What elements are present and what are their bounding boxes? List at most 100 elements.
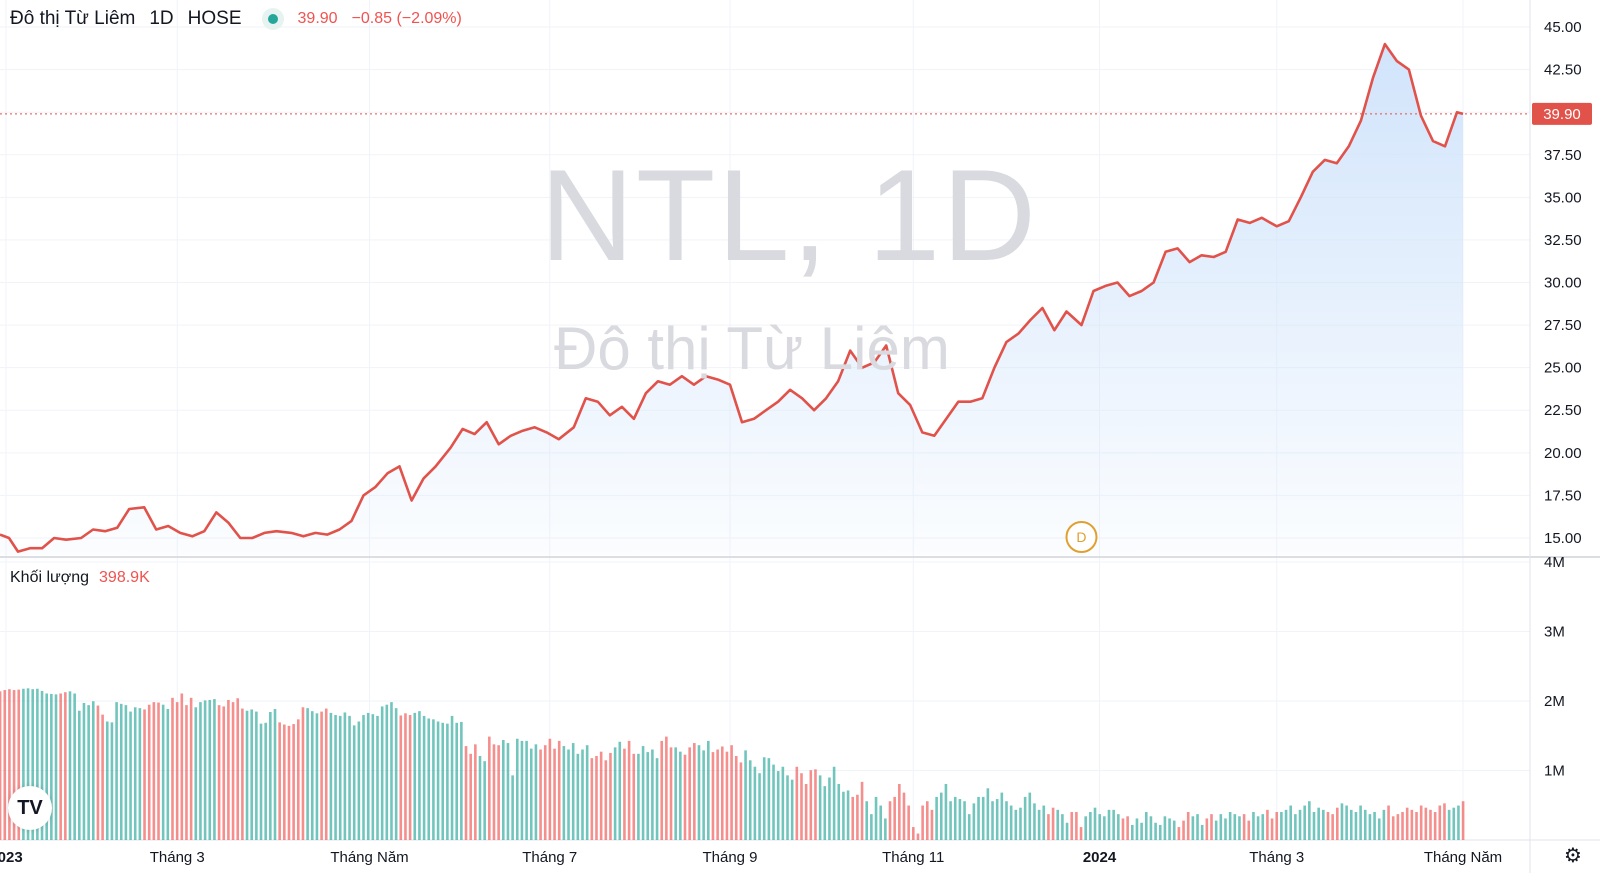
volume-tick-label: 4M xyxy=(1544,554,1565,571)
volume-bar xyxy=(790,779,794,840)
market-status-icon[interactable] xyxy=(261,8,284,30)
symbol-name[interactable]: Đô thị Từ Liêm xyxy=(10,8,136,29)
volume-bar xyxy=(147,704,151,840)
volume-bar xyxy=(627,740,631,840)
volume-bar xyxy=(683,754,687,840)
volume-bar xyxy=(213,699,216,840)
volume-bar xyxy=(245,710,249,840)
volume-bar xyxy=(1354,811,1358,840)
volume-bar xyxy=(981,796,985,840)
volume-bar xyxy=(54,694,58,840)
time-tick-label: 2023 xyxy=(0,849,23,866)
exchange-label[interactable]: HOSE xyxy=(187,8,242,29)
volume-bar xyxy=(581,749,584,840)
volume-bar xyxy=(87,705,90,840)
volume-bar xyxy=(1005,801,1008,840)
volume-bar xyxy=(64,692,67,840)
volume-bar xyxy=(296,719,300,840)
volume-bar xyxy=(17,689,21,840)
volume-bar xyxy=(762,757,766,840)
volume-bar xyxy=(995,799,999,840)
volume-bar xyxy=(413,712,417,840)
volume-tick-label: 1M xyxy=(1544,763,1565,780)
volume-bar xyxy=(1182,820,1185,840)
volume-title[interactable]: Khối lượng xyxy=(10,569,90,586)
volume-bar xyxy=(26,688,30,840)
volume-bar xyxy=(464,746,468,840)
volume-bar xyxy=(921,805,924,840)
volume-bar xyxy=(539,749,542,840)
last-price-tag xyxy=(1532,102,1592,125)
volume-bar xyxy=(1303,805,1306,840)
volume-bar xyxy=(138,708,142,840)
volume-bar xyxy=(562,746,566,840)
volume-bar xyxy=(506,743,510,840)
volume-bar xyxy=(78,710,81,840)
volume-bar xyxy=(133,707,137,840)
time-tick-label: Tháng 9 xyxy=(702,849,757,866)
volume-bar xyxy=(576,753,580,840)
volume-bar xyxy=(1424,807,1428,840)
volume-bar xyxy=(324,708,328,840)
volume-bar xyxy=(781,766,785,840)
volume-bar xyxy=(1452,807,1456,840)
volume-bar xyxy=(651,749,654,840)
volume-bar xyxy=(115,702,118,840)
volume-bar xyxy=(91,701,95,840)
volume-bar xyxy=(618,741,622,840)
volume-bar xyxy=(348,715,351,840)
volume-bar xyxy=(1322,809,1325,840)
volume-bar xyxy=(739,762,743,840)
volume-bar xyxy=(357,721,361,840)
volume-bar xyxy=(8,689,11,840)
volume-bar xyxy=(1065,822,1069,840)
volume-bar xyxy=(1349,809,1353,840)
volume-bar xyxy=(893,796,896,840)
volume-bar xyxy=(707,740,710,840)
volume-bar xyxy=(823,786,827,840)
volume-bar xyxy=(693,743,696,840)
volume-bar xyxy=(217,705,221,840)
price-tick-label: 17.50 xyxy=(1544,487,1582,504)
time-tick-label: 2024 xyxy=(1083,849,1117,866)
volume-bar xyxy=(1149,816,1153,840)
volume-bar xyxy=(143,709,146,840)
last-price: 39.90 xyxy=(297,10,338,27)
volume-bar xyxy=(82,702,86,840)
volume-bar xyxy=(725,751,729,840)
volume-bar xyxy=(1196,814,1199,840)
volume-bar xyxy=(1368,814,1372,840)
volume-bar xyxy=(567,749,570,840)
time-tick-label: Tháng 3 xyxy=(1249,849,1304,866)
price-tick-label: 42.50 xyxy=(1544,62,1582,79)
volume-bar xyxy=(804,783,808,840)
price-tick-label: 35.00 xyxy=(1544,189,1582,206)
volume-bar xyxy=(870,814,873,840)
volume-bar xyxy=(674,747,677,840)
price-tick-label: 45.00 xyxy=(1544,19,1582,36)
volume-bar xyxy=(255,711,258,840)
volume-bar xyxy=(1345,805,1348,840)
volume-bar xyxy=(809,770,813,840)
volume-bar xyxy=(269,712,272,840)
volume-bar xyxy=(702,750,705,840)
volume-bar xyxy=(1242,814,1246,840)
tradingview-logo-icon[interactable]: TV xyxy=(8,786,52,830)
volume-bar xyxy=(888,801,892,840)
volume-bar xyxy=(497,745,500,840)
volume-bar xyxy=(511,775,514,840)
volume-bar xyxy=(460,721,463,840)
time-tick-label: Tháng Năm xyxy=(1424,849,1502,866)
volume-bar xyxy=(119,703,123,840)
volume-bar xyxy=(1401,811,1404,840)
volume-bar xyxy=(129,711,132,840)
gear-icon[interactable]: ⚙ xyxy=(1564,845,1582,867)
volume-bar xyxy=(329,712,333,840)
volume-bar xyxy=(273,709,277,840)
volume-bar xyxy=(711,752,715,840)
interval-label[interactable]: 1D xyxy=(149,8,174,29)
volume-bar xyxy=(879,805,882,840)
volume-bar xyxy=(1224,818,1227,840)
volume-bar xyxy=(604,760,608,840)
